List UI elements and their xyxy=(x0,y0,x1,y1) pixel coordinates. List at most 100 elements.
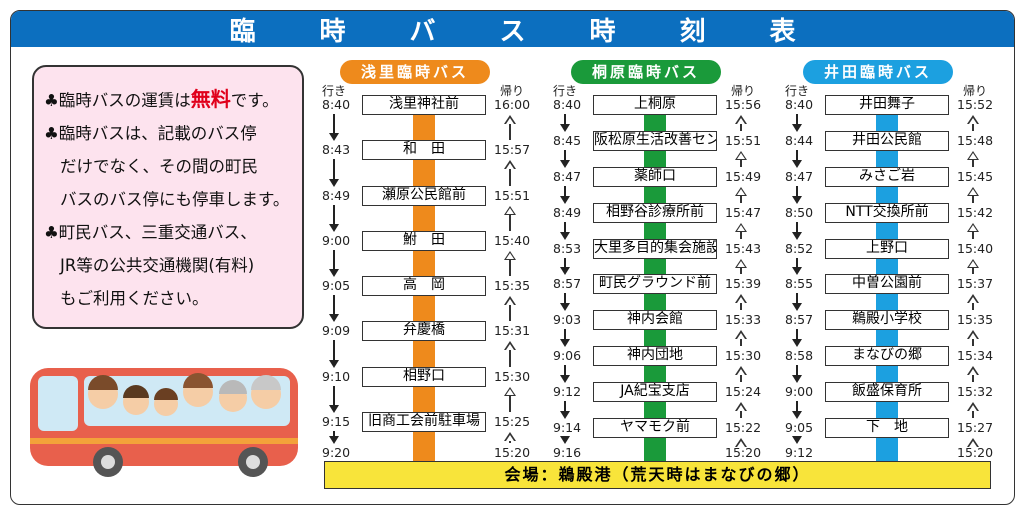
passenger-hair xyxy=(88,375,118,390)
down-arrow-icon xyxy=(792,293,802,312)
club-suit-icon: ♣ xyxy=(44,91,59,110)
bus-stop: 井田公民館 xyxy=(825,130,949,151)
return-time: 15:31 xyxy=(494,323,531,339)
up-arrow-icon xyxy=(505,205,515,231)
return-time: 15:47 xyxy=(725,204,762,220)
up-arrow-icon xyxy=(505,250,515,277)
bus-stop: 上桐原 xyxy=(593,95,717,115)
up-arrow-icon xyxy=(505,386,515,412)
outbound-time: 9:00 xyxy=(785,384,814,400)
bus-stop: 鵜殿小学校 xyxy=(825,310,949,331)
bus-stop: 神内会館 xyxy=(593,310,717,331)
down-arrow-icon xyxy=(792,401,802,419)
up-arrow-icon xyxy=(505,296,515,322)
passenger-hair xyxy=(219,380,247,394)
return-time: 16:00 xyxy=(494,97,531,112)
up-arrow-icon xyxy=(968,258,978,275)
return-time: 15:24 xyxy=(725,384,762,400)
down-arrow-icon xyxy=(560,221,570,240)
down-arrow-icon xyxy=(792,185,802,204)
down-arrow-icon xyxy=(329,204,339,233)
return-time: 15:39 xyxy=(725,276,762,292)
down-arrow-icon xyxy=(329,249,339,278)
outbound-time: 9:09 xyxy=(322,323,351,339)
bus-stop: 下 地 xyxy=(825,418,949,438)
bus-stop: 弁慶橋 xyxy=(362,321,486,342)
return-time: 15:42 xyxy=(957,204,994,220)
down-arrow-icon xyxy=(329,295,339,323)
return-time: 15:40 xyxy=(957,240,994,256)
club-suit-icon: ♣ xyxy=(44,223,59,242)
outbound-time: 8:47 xyxy=(553,168,582,184)
bus-stop: みさご岩 xyxy=(825,166,949,187)
outbound-time: 8:43 xyxy=(322,142,351,158)
down-arrow-icon xyxy=(792,329,802,348)
outbound-time: 8:57 xyxy=(553,276,582,292)
info-text: です。 xyxy=(230,91,279,110)
info-line: JR等の公共交通機関(有料) xyxy=(60,256,255,275)
bus-stop: 阪松原生活改善センター xyxy=(593,130,717,151)
bus-stop: まなびの郷 xyxy=(825,346,949,367)
up-arrow-icon xyxy=(736,115,746,131)
bus-hubcap xyxy=(246,455,260,469)
bus-stop: 飯盛保育所 xyxy=(825,382,949,403)
route-name: 桐原臨時バス xyxy=(571,60,721,84)
bus-stop: 相野谷診療所前 xyxy=(593,202,717,223)
free-label: 無料 xyxy=(190,87,231,111)
bus-stop: 町民グラウンド前 xyxy=(593,274,717,295)
return-label: 帰り xyxy=(500,84,525,98)
return-time: 15:22 xyxy=(725,420,762,435)
outbound-time: 9:16 xyxy=(553,445,582,460)
bus-stop: 和 田 xyxy=(362,140,486,161)
outbound-label: 行き xyxy=(785,84,810,98)
info-line: ♣町民バス、三重交通バス、 xyxy=(44,216,302,249)
outbound-time: 8:40 xyxy=(322,97,351,112)
return-time: 15:32 xyxy=(957,384,994,400)
timetable-frame: 臨時バス時刻表 xyxy=(10,10,1015,505)
return-time: 15:40 xyxy=(494,232,531,248)
info-text: 町民バス、三重交通バス、 xyxy=(58,223,257,242)
down-arrow-icon xyxy=(560,401,570,419)
bus-stop: 大里多目的集会施設 xyxy=(593,238,717,259)
down-arrow-icon xyxy=(329,431,339,444)
up-arrow-icon xyxy=(736,402,746,418)
title-char: ス xyxy=(499,16,526,47)
up-arrow-icon xyxy=(736,294,746,311)
info-line: だけでなく、その間の町民 xyxy=(60,157,258,176)
down-arrow-icon xyxy=(560,436,570,444)
return-time: 15:57 xyxy=(494,142,531,158)
outbound-time: 8:55 xyxy=(785,276,814,292)
bus-stripe xyxy=(30,438,298,444)
info-line: ♣臨時バスは、記載のバス停 xyxy=(44,117,302,150)
bus-stop: 瀬原公民館前 xyxy=(362,185,486,206)
route-name: 井田臨時バス xyxy=(803,60,953,84)
up-arrow-icon xyxy=(968,115,978,131)
outbound-time: 9:12 xyxy=(785,445,814,460)
outbound-time: 8:49 xyxy=(553,204,582,220)
outbound-time: 8:45 xyxy=(553,132,582,148)
down-arrow-icon xyxy=(792,365,802,383)
outbound-time: 8:40 xyxy=(785,97,814,112)
return-time: 15:30 xyxy=(725,348,762,364)
return-time: 15:27 xyxy=(957,420,994,435)
down-arrow-icon xyxy=(560,149,570,168)
title-char: バ xyxy=(409,16,436,47)
title-char: 臨 xyxy=(229,16,256,47)
club-suit-icon: ♣ xyxy=(44,124,59,143)
outbound-time: 8:40 xyxy=(553,97,582,112)
route-name: 浅里臨時バス xyxy=(340,60,490,84)
bus-stop: NTT交換所前 xyxy=(825,202,949,223)
info-line: もご利用ください。 xyxy=(60,289,209,308)
up-arrow-icon xyxy=(736,222,746,239)
up-arrow-icon xyxy=(505,341,515,367)
up-arrow-icon xyxy=(505,432,515,443)
bus-stop: 相野口 xyxy=(362,366,486,387)
title-char: 表 xyxy=(769,16,796,47)
down-arrow-icon xyxy=(329,385,339,414)
bus-stop: 神内団地 xyxy=(593,346,717,367)
return-label: 帰り xyxy=(963,84,988,98)
outbound-time: 9:10 xyxy=(322,368,351,384)
return-time: 15:37 xyxy=(957,276,994,292)
route-column: 浅里臨時バス 行き 帰り 8:40 16:00 浅里神社前 8:43 15:57 和 田 8:49… xyxy=(322,0,552,470)
